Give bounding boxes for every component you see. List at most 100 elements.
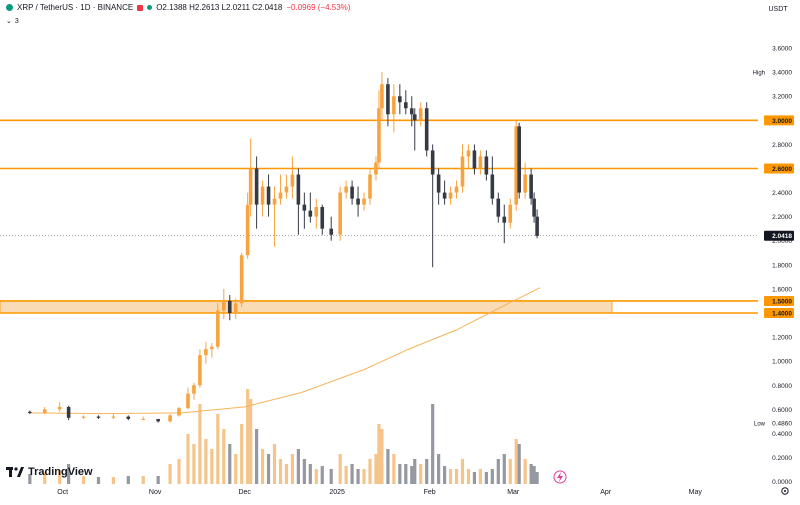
candle [290,156,295,199]
volume-bar [490,469,494,484]
candle-body [254,168,259,205]
candle [490,156,495,205]
candle-body [186,393,190,409]
volume-bar [43,472,47,484]
candle-body [57,406,62,410]
level-badge: 1.5000 [772,298,792,305]
candle-body [442,192,447,199]
chevron-down-icon[interactable]: ⌄ [6,18,12,25]
candle-body [523,174,527,193]
volume-bar [448,469,453,484]
candle-body [368,174,372,199]
candle [245,192,250,259]
symbol-title[interactable]: XRP / TetherUS · 1D · BINANCE [17,3,134,12]
volume-bar [141,476,145,484]
candle [404,90,408,115]
volume-bar [28,474,32,484]
candle-body [198,355,202,386]
candle [126,415,131,421]
gear-icon[interactable] [781,487,789,495]
candle [302,192,307,229]
candle-body [529,174,533,199]
level-badge: 3.0000 [772,118,792,125]
low-marker-label: Low [754,422,766,428]
volume-bar [356,469,360,484]
volume-bar [529,464,533,484]
candle [227,294,232,321]
price-change: −0.0969 (−4.53%) [286,3,351,12]
candle [81,415,86,419]
candle-body [96,416,101,418]
candle-body [81,416,86,418]
candle-body [204,349,208,356]
volume-bar [431,404,435,484]
candle-body [284,186,289,193]
candle [329,216,334,241]
candle-body [314,207,319,217]
candle-body [266,186,271,205]
candle-body [490,174,495,199]
candle-body [535,216,539,236]
candle-body [374,162,378,175]
volume-bar [442,466,447,484]
candle [156,418,160,423]
volume-bar [246,389,250,484]
candle-body [532,198,536,217]
price-tick-label: 1.2000 [772,335,792,342]
candle [168,414,172,423]
candle-body [404,102,408,109]
price-tick-label: 2.0000 [772,238,792,245]
candle [448,186,453,205]
candle [239,252,244,307]
candle [266,174,271,217]
candle [177,406,181,417]
candle [296,168,301,235]
low-marker-value: 0.4860 [772,421,792,428]
price-axis [760,0,800,500]
candle-body [380,84,384,109]
candle-body [362,198,366,205]
candle-body [338,192,342,235]
candle-body [141,418,146,420]
high-marker-bg [766,67,794,78]
volume-bar [466,469,471,484]
volume-bar [81,476,86,484]
time-tick-label: Mar [507,489,520,496]
candle-body [424,108,429,151]
moving-average-line [29,287,541,415]
time-tick-label: Nov [149,489,162,496]
candle-body [484,156,489,175]
price-tick-label: 2.4000 [772,190,792,197]
volume-bar [192,444,196,484]
candle-body [430,150,435,175]
volume-bar [514,439,518,484]
candle [496,192,501,223]
indicators-toggle[interactable]: ⌄ 3 [6,17,19,26]
red-flag-icon[interactable] [137,4,144,11]
level-badge-bg [764,307,794,318]
candle [392,84,396,133]
volume-bar [460,459,465,484]
candle-body [245,204,250,256]
volume-bar [222,429,226,484]
tradingview-logo-icon [6,467,24,477]
candle [442,180,447,205]
volume-bar [478,469,483,484]
volume-bar [496,459,500,484]
volume-bar [350,464,354,484]
candle [254,156,259,229]
last-price-badge-bg [764,230,794,241]
candle [460,144,465,193]
lightning-icon[interactable] [553,470,567,484]
volume-bar [67,464,71,484]
price-tick-label: 0.2000 [772,455,792,462]
volume-bar [228,444,232,484]
volume-bar [344,466,348,484]
candle [350,180,354,205]
level-badge-bg [764,163,794,174]
candle [278,174,283,205]
price-tick-label: 1.0000 [772,359,792,366]
high-marker-value: 3.4000 [772,70,792,77]
